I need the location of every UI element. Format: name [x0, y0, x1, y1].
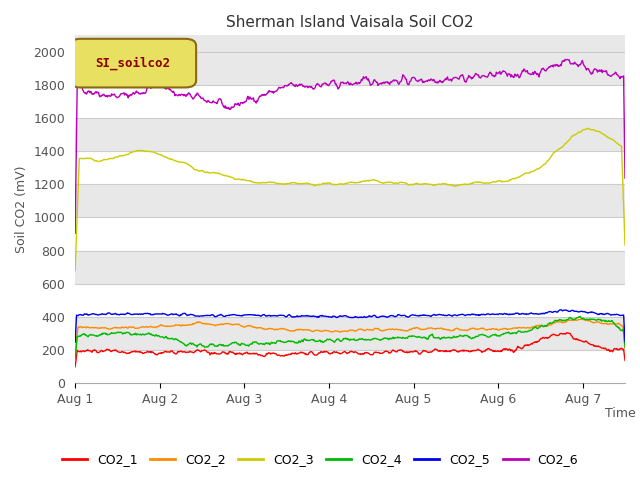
- X-axis label: Time: Time: [605, 407, 636, 420]
- Legend: CO2_1, CO2_2, CO2_3, CO2_4, CO2_5, CO2_6: CO2_1, CO2_2, CO2_3, CO2_4, CO2_5, CO2_6: [57, 448, 583, 471]
- Text: SI_soilco2: SI_soilco2: [95, 57, 170, 70]
- Bar: [75, 151, 625, 184]
- Bar: [75, 217, 625, 251]
- Bar: [75, 350, 625, 383]
- Bar: [75, 284, 625, 317]
- Title: Sherman Island Vaisala Soil CO2: Sherman Island Vaisala Soil CO2: [227, 15, 474, 30]
- Bar: [75, 85, 625, 118]
- FancyBboxPatch shape: [70, 39, 196, 87]
- Y-axis label: Soil CO2 (mV): Soil CO2 (mV): [15, 166, 28, 253]
